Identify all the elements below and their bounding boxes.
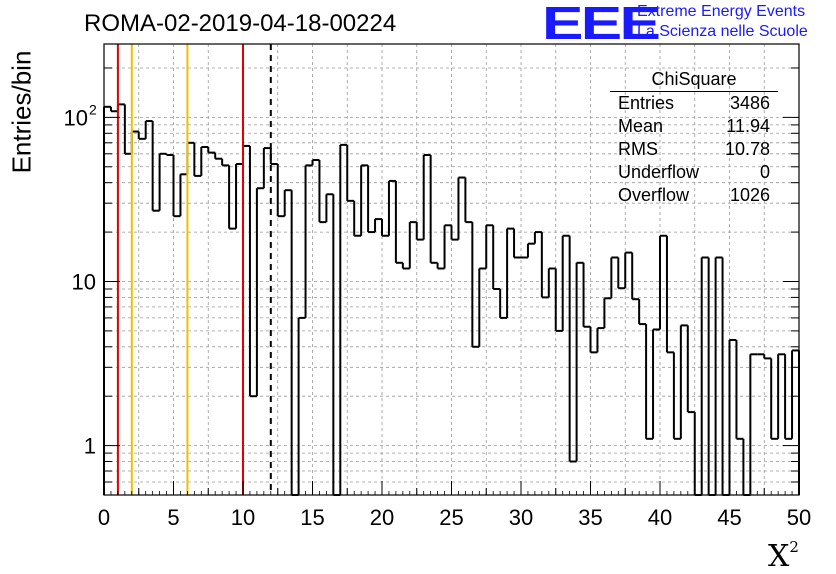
eee-logo: EEE <box>542 0 661 49</box>
stat-value: 11.94 <box>726 116 770 136</box>
vertical-markers <box>116 44 272 495</box>
x-tick-label: 45 <box>717 505 741 530</box>
stat-row-entries: Entries 3486 <box>610 92 778 115</box>
stat-row-mean: Mean 11.94 <box>610 115 778 138</box>
y-tick-label: 10 <box>64 105 88 130</box>
x-tick-label: 5 <box>167 505 179 530</box>
x-axis-label-main: X <box>768 539 790 574</box>
stat-row-overflow: Overflow 1026 <box>610 184 778 207</box>
stat-value: 0 <box>759 162 770 182</box>
x-tick-label: 50 <box>787 505 811 530</box>
x-axis-label: X2 <box>768 538 799 574</box>
x-tick-label: 30 <box>509 505 533 530</box>
y-axis-label: Entries/bin <box>6 50 37 174</box>
stat-row-underflow: Underflow 0 <box>610 161 778 184</box>
x-tick-label: 20 <box>370 505 394 530</box>
stat-row-rms: RMS 10.78 <box>610 138 778 161</box>
logo-line-2: La Scienza nelle Scuole <box>637 23 808 40</box>
y-tick-label-sup: 2 <box>89 101 97 117</box>
stat-label: Mean <box>618 116 664 136</box>
x-tick-label: 40 <box>648 505 672 530</box>
x-tick-label: 10 <box>231 505 255 530</box>
y-tick-label: 1 <box>84 434 96 459</box>
stat-value: 1026 <box>729 185 770 205</box>
stats-title: ChiSquare <box>610 68 778 92</box>
stat-label: Underflow <box>618 162 700 182</box>
stat-label: Entries <box>618 93 675 113</box>
x-axis-label-sup: 2 <box>789 538 799 556</box>
x-tick-label: 25 <box>439 505 463 530</box>
x-tick-label: 0 <box>98 505 110 530</box>
grid-lines <box>104 44 799 496</box>
y-tick-label: 10 <box>72 269 96 294</box>
x-tick-label: 15 <box>300 505 324 530</box>
logo-line-1: Extreme Energy Events <box>637 3 806 20</box>
histogram-bars <box>103 103 800 496</box>
x-tick-label: 35 <box>578 505 602 530</box>
stat-value: 10.78 <box>724 139 770 159</box>
chart-title: ROMA-02-2019-04-18-00224 <box>84 10 397 37</box>
stats-box: ChiSquare Entries 3486 Mean 11.94 RMS 10… <box>610 68 778 207</box>
stat-value: 3486 <box>729 93 770 113</box>
stat-label: RMS <box>618 139 658 159</box>
axis-ticks <box>103 67 800 496</box>
stat-label: Overflow <box>618 185 690 205</box>
